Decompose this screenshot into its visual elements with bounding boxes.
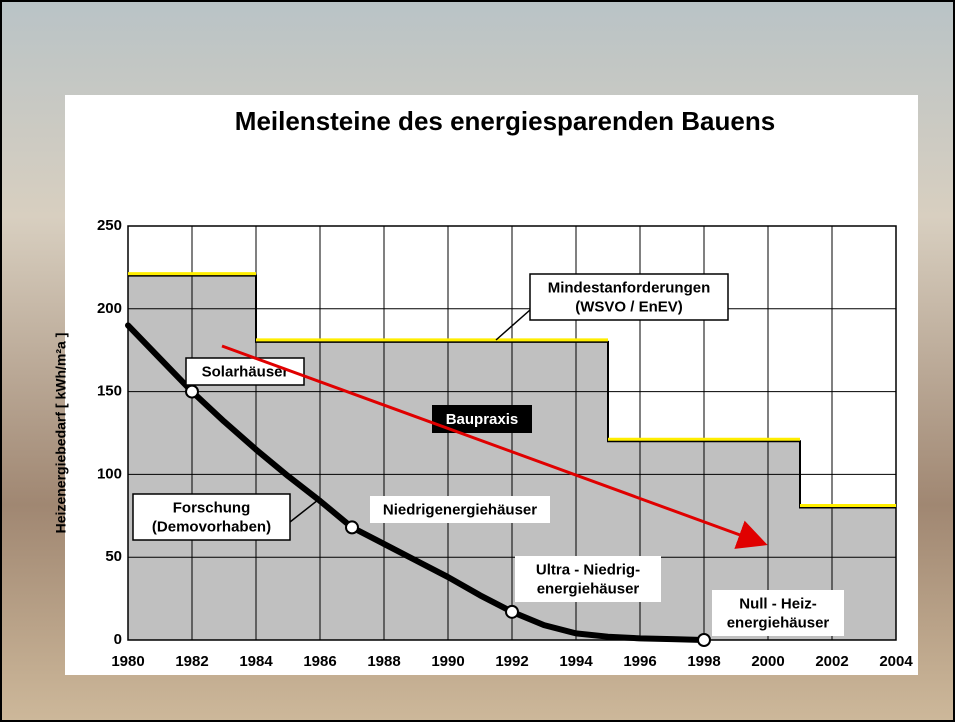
- step-outline: [128, 274, 896, 509]
- y-tick-label: 200: [97, 300, 122, 317]
- x-tick-label: 1988: [367, 653, 400, 670]
- annotation: Solarhäuser: [202, 363, 289, 380]
- y-tick-label: 250: [97, 217, 122, 234]
- milestone-point: [185, 384, 199, 399]
- annotation: energiehäuser: [537, 580, 640, 597]
- y-axis-label: Heizenergiebedarf [ kWh/m²a ]: [53, 333, 69, 534]
- x-tick-label: 1984: [239, 653, 273, 670]
- annotation: Null - Heiz-: [739, 595, 817, 612]
- annotation: Ultra - Niedrig-: [536, 561, 640, 578]
- label-box: [712, 590, 844, 636]
- leader-line: [289, 499, 319, 523]
- plot-frame: [127, 225, 897, 641]
- leader-line: [495, 309, 531, 341]
- y-tick-label: 50: [105, 548, 122, 565]
- trend-arrow: [221, 344, 768, 549]
- x-tick-label: 1998: [687, 653, 720, 670]
- label-box: [370, 496, 550, 523]
- annotation: (WSVO / EnEV): [575, 298, 683, 315]
- label-box: [515, 556, 661, 602]
- label-box: [529, 273, 729, 321]
- x-tick-label: 1980: [111, 653, 144, 670]
- research-curve: [125, 322, 707, 643]
- annotation: (Demovorhaben): [152, 518, 271, 535]
- milestone-point: [345, 520, 359, 535]
- x-tick-label: 1996: [623, 653, 656, 670]
- x-tick-label: 2004: [879, 653, 913, 670]
- annotation: energiehäuser: [727, 614, 830, 631]
- x-tick-label: 1994: [559, 653, 593, 670]
- chart-title: Meilensteine des energiesparenden Bauens: [235, 106, 775, 136]
- milestone-point: [505, 604, 519, 619]
- label-box: [185, 357, 305, 386]
- annotation: Forschung: [173, 499, 251, 516]
- label-box: [132, 493, 291, 541]
- y-tick-label: 150: [97, 383, 122, 400]
- x-tick-label: 1986: [303, 653, 336, 670]
- plot: 0 50 100 150 200 250 1980 1982 1984 1986 1988 1990 1…: [97, 217, 913, 670]
- x-tick-label: 1990: [431, 653, 464, 670]
- x-tick-label: 1982: [175, 653, 208, 670]
- x-tick-label: 2000: [751, 653, 784, 670]
- annotation: Niedrigenergiehäuser: [383, 501, 537, 518]
- milestone-point: [697, 633, 711, 647]
- y-tick-label: 0: [114, 631, 122, 648]
- x-tick-label: 1992: [495, 653, 528, 670]
- annotation: Baupraxis: [446, 411, 519, 428]
- y-tick-label: 100: [97, 465, 122, 482]
- x-tick-label: 2002: [815, 653, 848, 670]
- annotation: Mindestanforderungen: [548, 279, 711, 296]
